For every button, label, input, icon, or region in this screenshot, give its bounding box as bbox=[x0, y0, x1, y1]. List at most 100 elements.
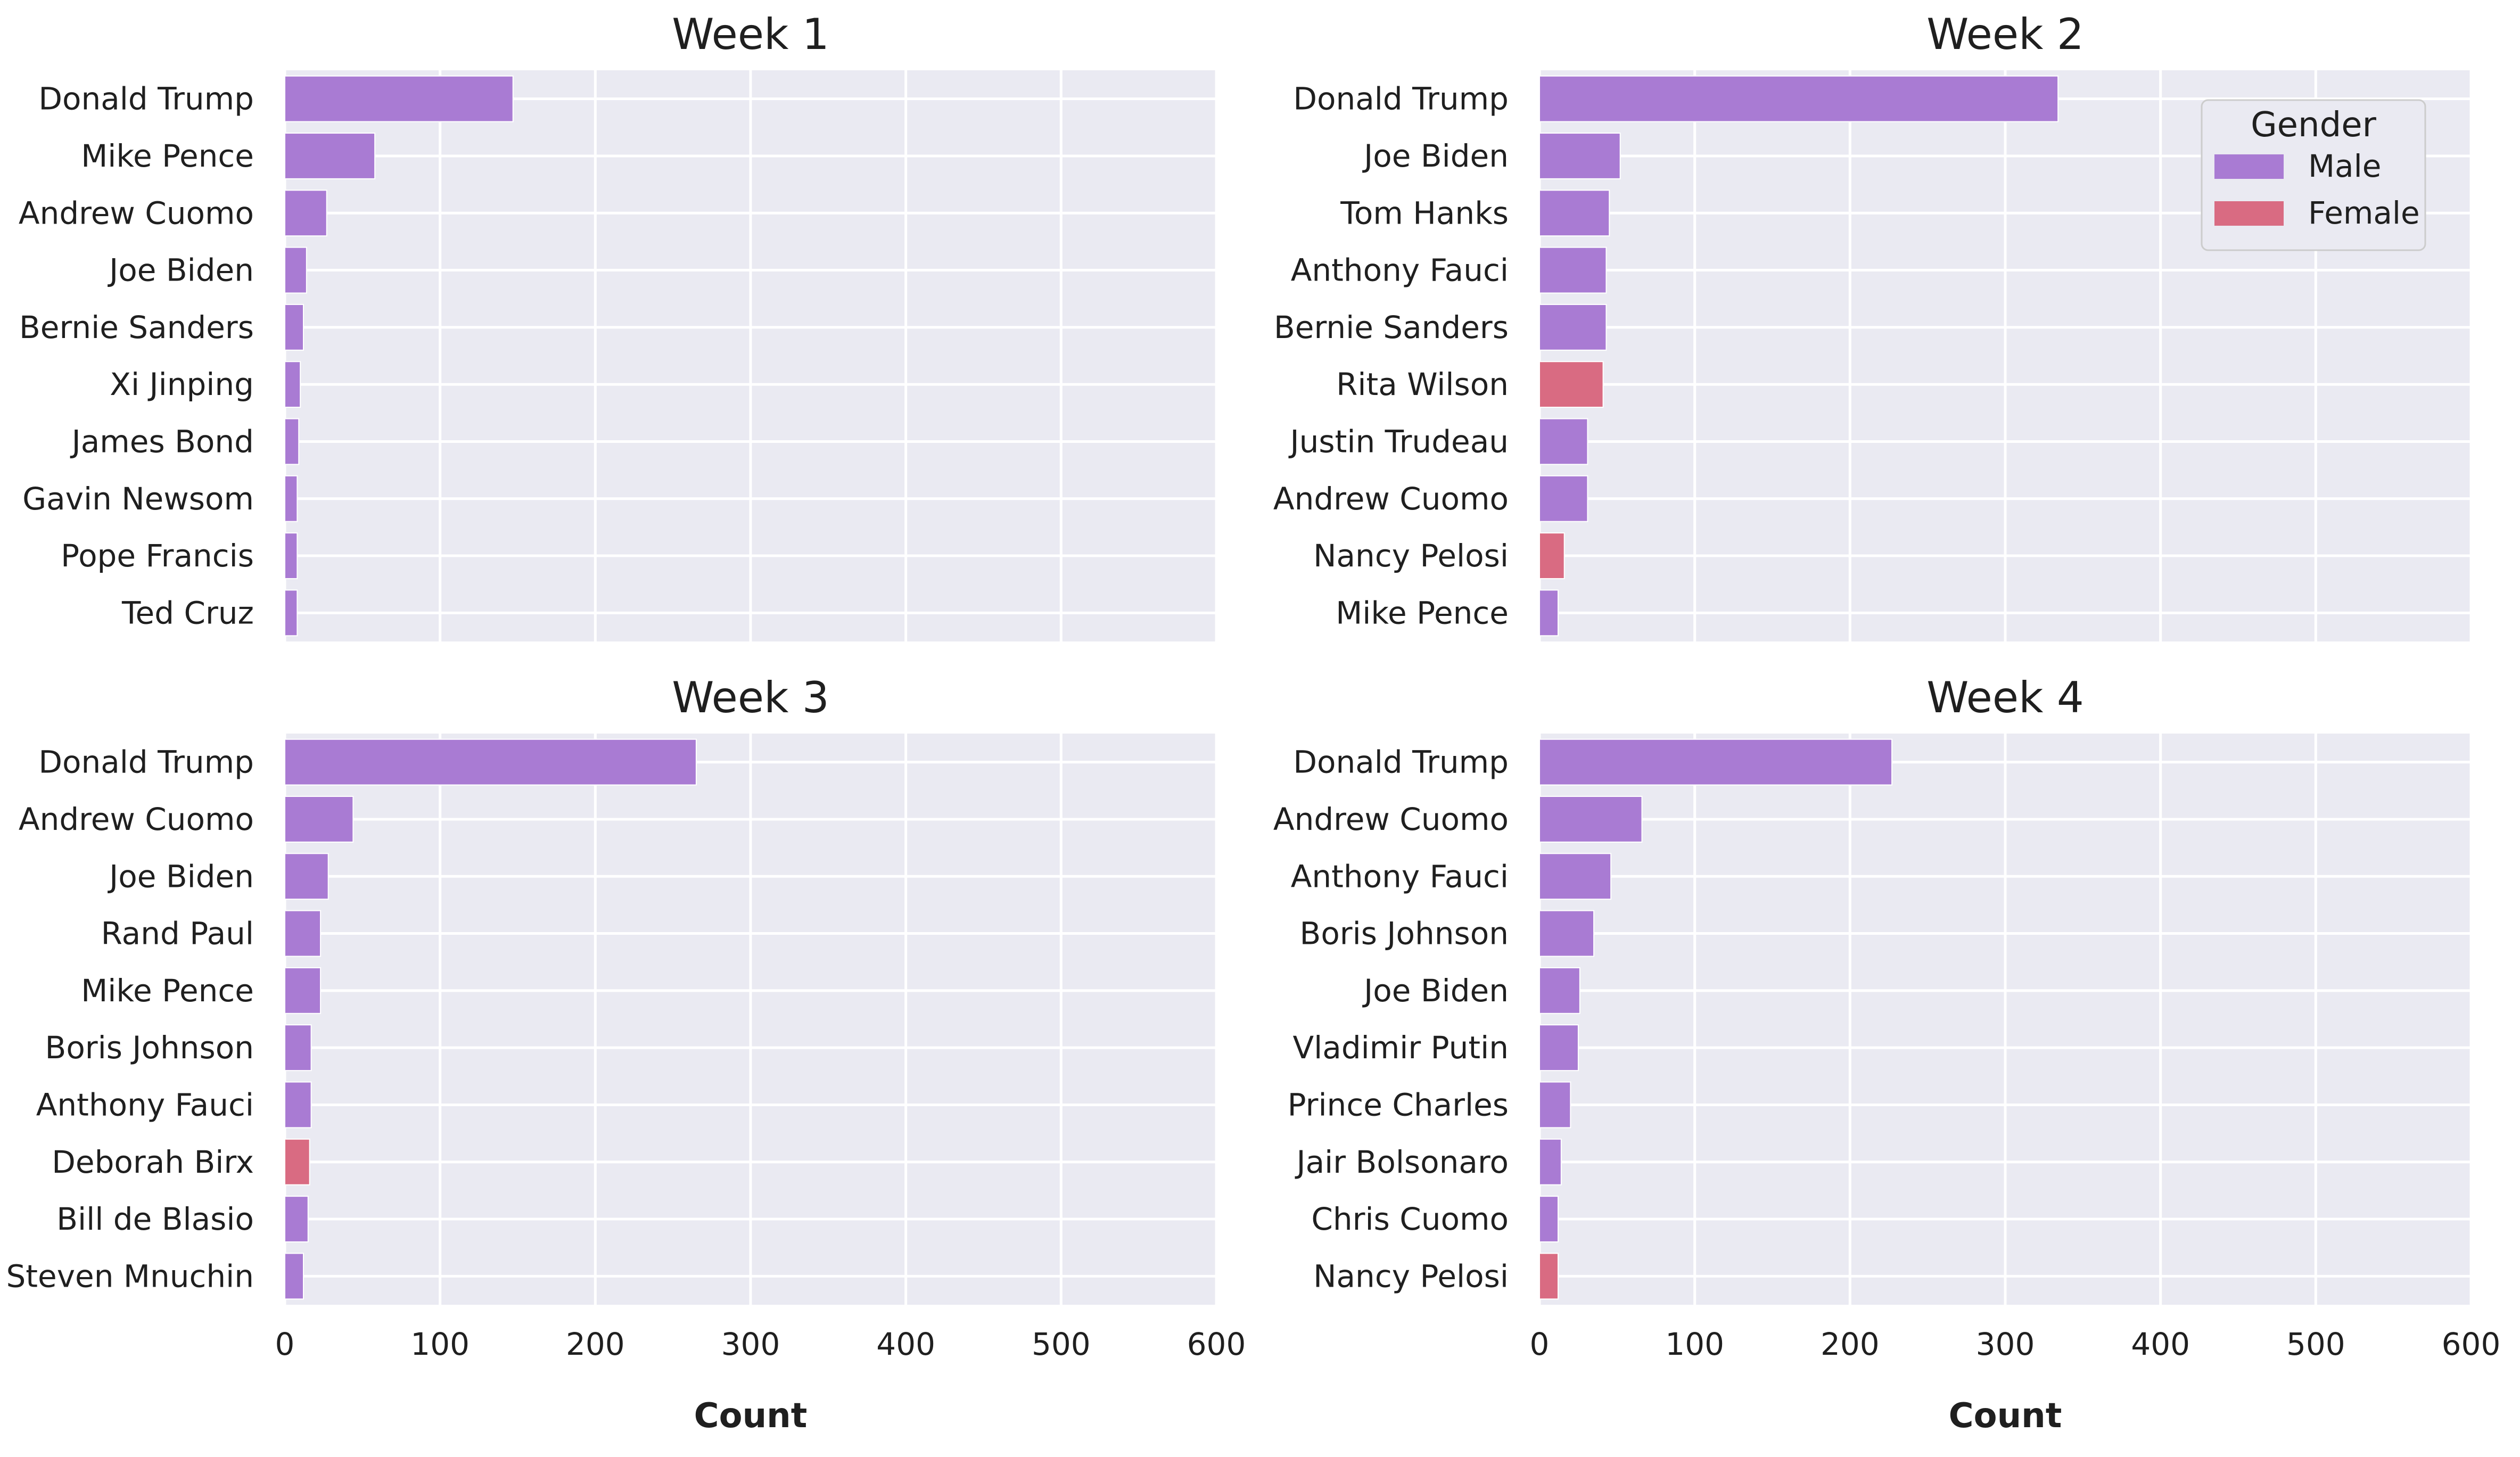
category-label-mike-pence: Mike Pence bbox=[81, 138, 254, 174]
category-label-bernie-sanders: Bernie Sanders bbox=[19, 309, 254, 345]
x-tick-label-300: 300 bbox=[721, 1326, 780, 1362]
category-label-andrew-cuomo: Andrew Cuomo bbox=[1273, 801, 1509, 837]
category-label-jair-bolsonaro: Jair Bolsonaro bbox=[1295, 1144, 1509, 1180]
bar-boris-johnson bbox=[1539, 910, 1595, 957]
panel-week-4: Donald Trump Andrew Cuomo Anthony Fauci Bor… bbox=[1273, 673, 2500, 1436]
bar-mike-pence bbox=[284, 133, 376, 179]
panel-week-3: Donald Trump Andrew Cuomo Joe Biden Rand Pa… bbox=[6, 673, 1246, 1436]
category-label-joe-biden: Joe Biden bbox=[1362, 973, 1509, 1009]
bar-andrew-cuomo bbox=[284, 796, 354, 843]
x-tick-label-500: 500 bbox=[1032, 1326, 1091, 1362]
category-label-james-bond: James Bond bbox=[70, 423, 254, 459]
x-tick-label-100: 100 bbox=[410, 1326, 470, 1362]
x-tick-label-400: 400 bbox=[2131, 1326, 2190, 1362]
panel-week-1: Donald Trump Mike Pence Andrew Cuomo Joe Bi… bbox=[19, 10, 1218, 641]
panel-title: Week 1 bbox=[672, 10, 829, 59]
x-axis-label: Count bbox=[694, 1396, 808, 1436]
category-label-deborah-birx: Deborah Birx bbox=[52, 1144, 254, 1180]
x-tick-label-600: 600 bbox=[1187, 1326, 1246, 1362]
category-label-joe-biden: Joe Biden bbox=[108, 858, 254, 894]
legend-label-female: Female bbox=[2308, 195, 2420, 231]
category-label-donald-trump: Donald Trump bbox=[1293, 744, 1509, 780]
category-label-andrew-cuomo: Andrew Cuomo bbox=[19, 801, 254, 837]
bar-bernie-sanders bbox=[284, 303, 304, 351]
category-label-justin-trudeau: Justin Trudeau bbox=[1289, 423, 1509, 459]
bar-anthony-fauci bbox=[284, 1081, 312, 1129]
bar-bernie-sanders bbox=[1539, 303, 1607, 351]
bar-andrew-cuomo bbox=[1539, 475, 1588, 522]
category-label-donald-trump: Donald Trump bbox=[38, 81, 254, 117]
category-label-anthony-fauci: Anthony Fauci bbox=[1291, 252, 1509, 289]
category-label-nancy-pelosi: Nancy Pelosi bbox=[1313, 1258, 1509, 1294]
category-label-joe-biden: Joe Biden bbox=[1362, 138, 1509, 174]
category-label-mike-pence: Mike Pence bbox=[1336, 595, 1509, 631]
legend-title: Gender bbox=[2251, 105, 2377, 145]
panel-week-2: Donald Trump Joe Biden Tom Hanks Anthony Fa… bbox=[1273, 10, 2473, 641]
x-tick-label-600: 600 bbox=[2442, 1326, 2501, 1362]
bar-joe-biden bbox=[284, 853, 329, 900]
category-label-anthony-fauci: Anthony Fauci bbox=[36, 1086, 254, 1123]
category-label-boris-johnson: Boris Johnson bbox=[1300, 916, 1509, 952]
bar-xi-jinping bbox=[284, 361, 301, 408]
category-label-vladimir-putin: Vladimir Putin bbox=[1293, 1030, 1509, 1066]
category-label-nancy-pelosi: Nancy Pelosi bbox=[1313, 538, 1509, 574]
bar-james-bond bbox=[284, 418, 300, 465]
bar-bill-de-blasio bbox=[284, 1196, 309, 1242]
bar-rita-wilson bbox=[1539, 361, 1604, 408]
category-label-bernie-sanders: Bernie Sanders bbox=[1274, 309, 1509, 345]
x-tick-label-100: 100 bbox=[1665, 1326, 1724, 1362]
category-label-steven-mnuchin: Steven Mnuchin bbox=[6, 1258, 254, 1294]
bar-deborah-birx bbox=[284, 1138, 310, 1186]
legend-swatch-female bbox=[2214, 201, 2284, 226]
category-label-donald-trump: Donald Trump bbox=[38, 744, 254, 780]
bar-pope-francis bbox=[284, 532, 298, 579]
bar-donald-trump bbox=[284, 75, 514, 122]
bar-nancy-pelosi bbox=[1539, 1253, 1559, 1300]
x-tick-label-500: 500 bbox=[2286, 1326, 2345, 1362]
category-label-andrew-cuomo: Andrew Cuomo bbox=[1273, 481, 1509, 517]
category-label-gavin-newsom: Gavin Newsom bbox=[22, 481, 254, 517]
bar-anthony-fauci bbox=[1539, 246, 1607, 294]
bar-tom-hanks bbox=[1539, 190, 1610, 237]
bar-prince-charles bbox=[1539, 1081, 1571, 1129]
bar-donald-trump bbox=[284, 738, 697, 786]
bar-boris-johnson bbox=[284, 1024, 312, 1072]
bar-andrew-cuomo bbox=[284, 190, 327, 237]
bar-justin-trudeau bbox=[1539, 418, 1588, 465]
legend-swatch-male bbox=[2214, 154, 2284, 179]
bar-andrew-cuomo bbox=[1539, 796, 1643, 843]
category-label-chris-cuomo: Chris Cuomo bbox=[1311, 1201, 1509, 1237]
x-tick-label-200: 200 bbox=[566, 1326, 625, 1362]
bar-joe-biden bbox=[1539, 967, 1580, 1014]
bar-mike-pence bbox=[1539, 589, 1559, 637]
bar-mike-pence bbox=[284, 967, 322, 1014]
panel-title: Week 2 bbox=[1926, 10, 2084, 59]
panel-title: Week 3 bbox=[672, 673, 829, 722]
bar-donald-trump bbox=[1539, 738, 1893, 786]
bar-rand-paul bbox=[284, 910, 322, 957]
bar-nancy-pelosi bbox=[1539, 532, 1565, 579]
category-label-boris-johnson: Boris Johnson bbox=[45, 1030, 254, 1066]
category-label-xi-jinping: Xi Jinping bbox=[110, 366, 254, 402]
category-label-mike-pence: Mike Pence bbox=[81, 973, 254, 1009]
panel-title: Week 4 bbox=[1926, 673, 2084, 722]
bar-anthony-fauci bbox=[1539, 853, 1612, 900]
bar-chris-cuomo bbox=[1539, 1196, 1559, 1242]
bar-donald-trump bbox=[1539, 75, 2059, 122]
category-label-prince-charles: Prince Charles bbox=[1288, 1086, 1509, 1123]
bar-ted-cruz bbox=[284, 589, 298, 637]
bar-steven-mnuchin bbox=[284, 1253, 304, 1300]
bar-joe-biden bbox=[284, 246, 307, 294]
category-label-ted-cruz: Ted Cruz bbox=[121, 595, 254, 631]
category-label-joe-biden: Joe Biden bbox=[108, 252, 254, 289]
legend-label-male: Male bbox=[2308, 148, 2381, 184]
x-tick-label-0: 0 bbox=[1530, 1326, 1550, 1362]
category-label-pope-francis: Pope Francis bbox=[61, 538, 254, 574]
x-tick-label-200: 200 bbox=[1821, 1326, 1880, 1362]
x-tick-label-0: 0 bbox=[275, 1326, 295, 1362]
category-label-tom-hanks: Tom Hanks bbox=[1340, 195, 1509, 231]
x-axis-label: Count bbox=[1949, 1396, 2062, 1436]
